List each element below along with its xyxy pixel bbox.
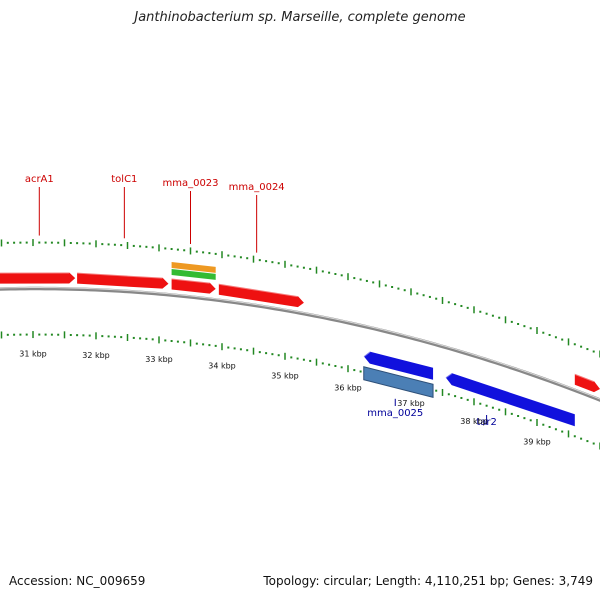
- forward-gene-label[interactable]: mma_0024: [229, 182, 285, 193]
- reverse-gene[interactable]: [363, 351, 434, 380]
- feature-layer: [0, 262, 600, 427]
- forward-gene-shine: [77, 271, 163, 279]
- genome-backbone: [0, 286, 600, 402]
- scale-label: 36 kbp: [334, 384, 362, 393]
- scale-label: 38 kbp: [460, 417, 488, 426]
- backbone-highlight: [0, 287, 600, 400]
- forward-gene[interactable]: [77, 272, 169, 289]
- forward-gene-label[interactable]: tolC1: [111, 174, 137, 185]
- forward-gene-label[interactable]: mma_0023: [162, 178, 218, 189]
- tick-row-bottom: [0, 331, 600, 450]
- reverse-gene-label[interactable]: tar2: [476, 417, 497, 428]
- reverse-gene[interactable]: [445, 373, 575, 427]
- forward-gene-label[interactable]: acrA1: [25, 174, 54, 185]
- scale-label: 39 kbp: [523, 438, 551, 447]
- rrna-green-feature[interactable]: [171, 269, 216, 280]
- forward-gene[interactable]: [171, 278, 216, 294]
- reverse-gene-shine: [363, 350, 371, 358]
- page-title: Janthinobacterium sp. Marseille, complet…: [134, 10, 466, 25]
- accession-text: Accession: NC_009659: [9, 574, 146, 588]
- scale-label: 37 kbp: [397, 399, 425, 408]
- scale-label: 35 kbp: [271, 371, 299, 380]
- reverse-gene-shine: [445, 372, 453, 379]
- forward-gene-shine: [218, 282, 299, 298]
- forward-gene-shine: [574, 372, 595, 383]
- forward-gene[interactable]: [574, 373, 600, 393]
- reverse-feature[interactable]: [363, 366, 434, 398]
- scale-label: 32 kbp: [82, 351, 110, 360]
- forward-gene-shine: [171, 277, 210, 284]
- forward-gene[interactable]: [0, 272, 76, 284]
- scale-label: 31 kbp: [19, 350, 47, 359]
- scale-label: 34 kbp: [208, 362, 236, 371]
- genome-summary-text: Topology: circular; Length: 4,110,251 bp…: [263, 574, 593, 588]
- rrna-feature[interactable]: [171, 262, 216, 273]
- forward-gene[interactable]: [218, 283, 304, 308]
- label-layer: acrA1 tolC1 mma_0023 mma_0024 mma_0025 tar2: [25, 174, 497, 428]
- tick-row-top: [0, 239, 600, 358]
- scale-labels: 31 kbp 32 kbp 33 kbp 34 kbp 35 kbp 36 kbp 37 k…: [19, 350, 551, 447]
- reverse-gene-label[interactable]: mma_0025: [367, 408, 423, 419]
- scale-label: 33 kbp: [145, 355, 173, 364]
